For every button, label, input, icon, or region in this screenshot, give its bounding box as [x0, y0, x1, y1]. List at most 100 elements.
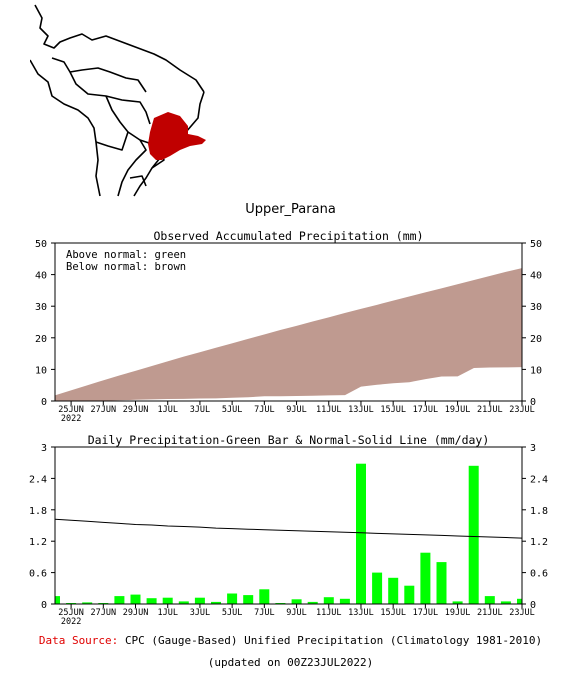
xtick-label-1-5: 5JUL [222, 405, 242, 415]
chart-title-1: Observed Accumulated Precipitation (mm) [153, 229, 423, 243]
daily-bar-6JUL [243, 595, 254, 604]
ytick-label-left-2-4: 2.4 [29, 474, 47, 485]
xtick-label-1-12: 19JUL [445, 405, 471, 415]
daily-bar-11JUL [323, 597, 334, 604]
ytick-label-left-2-5: 3 [41, 443, 47, 454]
xtick-label-2-6: 7JUL [254, 608, 274, 618]
border-line-1 [51, 57, 151, 125]
ytick-label-right-1-3: 30 [530, 302, 542, 313]
daily-bar-18JUL [436, 562, 447, 604]
daily-bar-9JUL [291, 599, 302, 604]
ytick-label-right-1-5: 50 [530, 239, 542, 250]
data-source-text: CPC (Gauge-Based) Unified Precipitation … [124, 634, 543, 647]
ytick-label-right-1-2: 20 [530, 334, 542, 345]
ytick-label-left-1-5: 50 [35, 239, 47, 250]
ytick-label-right-2-0: 0 [530, 600, 536, 611]
coastline-north [34, 4, 205, 93]
daily-bar-16JUL [404, 585, 415, 604]
data-source-line: Data Source: CPC (Gauge-Based) Unified P… [0, 634, 581, 647]
daily-bar-21JUL [484, 596, 495, 604]
daily-bar-28JUN [114, 596, 125, 604]
ytick-label-right-1-1: 10 [530, 365, 542, 376]
daily-bar-10JUL [307, 601, 318, 604]
xtick-label-2-8: 11JUL [316, 608, 342, 618]
upper-parana-region [148, 112, 206, 160]
xtick-label-1-13: 21JUL [477, 405, 503, 415]
xtick-label-1-1: 27JUN [91, 405, 117, 415]
xtick-label-2-12: 19JUL [445, 608, 471, 618]
daily-bar-13JUL [356, 463, 366, 604]
plot-frame-2 [54, 446, 523, 605]
xtick-label-2-13: 21JUL [477, 608, 503, 618]
xtick-label-2-5: 5JUL [222, 608, 242, 618]
xtick-label-1-2: 29JUN [123, 405, 149, 415]
xtick-label-2-3: 1JUL [157, 608, 177, 618]
border-line-2 [69, 67, 147, 93]
xtick-label-2-11: 17JUL [413, 608, 439, 618]
daily-bar-30JUN [146, 598, 157, 604]
ytick-label-right-1-4: 40 [530, 271, 542, 282]
daily-bar-29JUN [130, 594, 141, 604]
data-source-label: Data Source: [38, 634, 119, 647]
xtick-label-1-6: 7JUL [254, 405, 274, 415]
daily-bar-1JUL [162, 597, 173, 604]
xtick-label-1-8: 11JUL [316, 405, 342, 415]
border-line-6 [129, 175, 147, 187]
daily-bar-22JUL [500, 601, 511, 604]
ytick-label-right-2-1: 0.6 [530, 569, 548, 580]
south-america-map [30, 0, 230, 200]
below-normal-area [55, 268, 522, 401]
xtick-label-1-9: 13JUL [348, 405, 374, 415]
region-title: Upper_Parana [245, 202, 336, 217]
ytick-label-left-2-1: 0.6 [29, 569, 47, 580]
ytick-label-left-2-2: 1.2 [29, 537, 47, 548]
ytick-label-right-2-5: 3 [530, 443, 536, 454]
ytick-label-right-2-4: 2.4 [530, 474, 548, 485]
xtick-label-2-4: 3JUL [190, 608, 210, 618]
border-line-3 [105, 95, 147, 197]
daily-bar-14JUL [372, 572, 383, 604]
daily-bar-26JUN [82, 602, 93, 604]
daily-bar-2JUL [178, 601, 189, 604]
ytick-label-right-1-0: 0 [530, 397, 536, 408]
daily-bar-23JUL [517, 598, 522, 604]
border-line-5 [95, 131, 129, 151]
xtick-label-2-7: 9JUL [286, 608, 306, 618]
xtick-label-2-2: 29JUN [123, 608, 149, 618]
ytick-label-left-1-4: 40 [35, 271, 47, 282]
ytick-label-left-1-1: 10 [35, 365, 47, 376]
legend-note-1: Below normal: brown [66, 261, 186, 273]
daily-bar-4JUL [211, 601, 221, 604]
xtick-label-2-0: 25JUN [58, 608, 84, 618]
ytick-label-left-1-0: 0 [41, 397, 47, 408]
xtick-label-1-7: 9JUL [286, 405, 306, 415]
daily-bar-19JUL [452, 601, 463, 604]
xtick-label-1-0: 25JUN [58, 405, 84, 415]
daily-bar-20JUL [468, 465, 479, 604]
daily-bar-3JUL [194, 597, 205, 604]
ytick-label-left-1-3: 30 [35, 302, 47, 313]
ytick-label-left-1-2: 20 [35, 334, 47, 345]
xtick-label-1-4: 3JUL [190, 405, 210, 415]
daily-bar-17JUL [420, 552, 431, 604]
xtick-label-1-3: 1JUL [157, 405, 177, 415]
ytick-label-left-2-3: 1.8 [29, 506, 47, 517]
xtick-label-2-10: 15JUL [380, 608, 406, 618]
daily-normal-line [54, 518, 523, 539]
xtick-label-1-11: 17JUL [413, 405, 439, 415]
legend-note-0: Above normal: green [66, 249, 186, 261]
xtick-label-1-10: 15JUL [380, 405, 406, 415]
plot-frame-1 [54, 242, 523, 402]
daily-bar-15JUL [388, 577, 399, 604]
ytick-label-left-2-0: 0 [41, 600, 47, 611]
updated-note: (updated on 00Z23JUL2022) [207, 656, 374, 669]
daily-bar-24JUN [55, 596, 60, 604]
ytick-label-right-2-2: 1.2 [530, 537, 548, 548]
daily-bar-7JUL [259, 589, 270, 604]
ytick-label-right-2-3: 1.8 [530, 506, 548, 517]
normal-accumulated-line [54, 268, 523, 397]
coastline-west [30, 59, 101, 197]
xtick-label-2-1: 27JUN [91, 608, 117, 618]
xtick-label-2-9: 13JUL [348, 608, 374, 618]
